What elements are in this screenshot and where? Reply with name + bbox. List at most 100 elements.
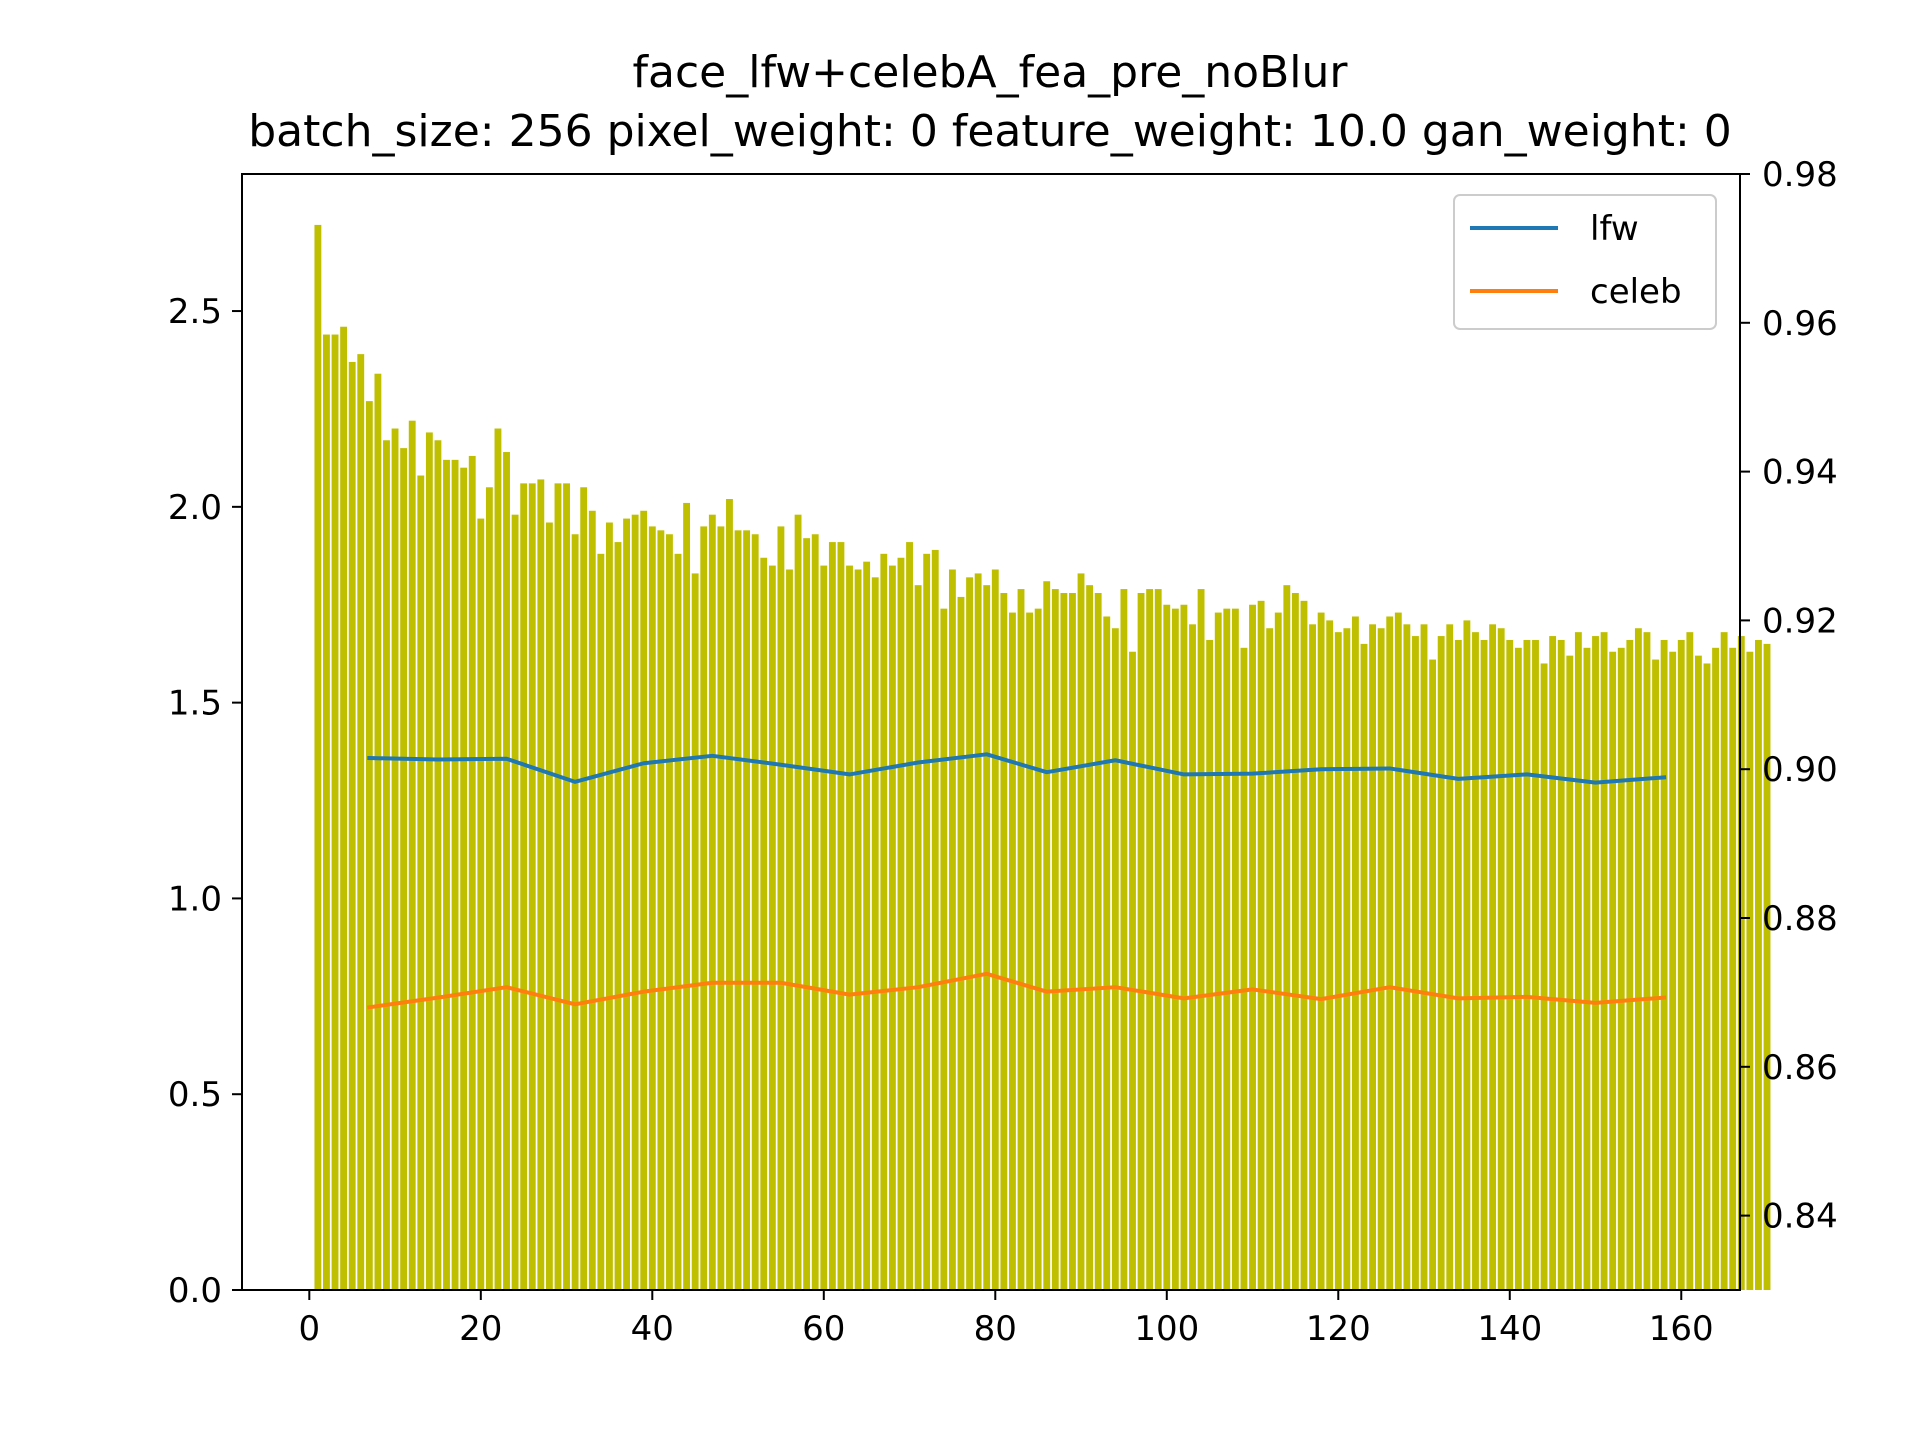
bar xyxy=(1712,647,1719,1290)
bar xyxy=(897,557,905,1290)
x-tick-label: 80 xyxy=(974,1309,1017,1349)
bar xyxy=(477,518,485,1290)
bar xyxy=(1000,592,1008,1290)
bar xyxy=(408,420,416,1290)
bar xyxy=(434,440,442,1290)
bar xyxy=(1163,604,1171,1290)
bar xyxy=(640,510,648,1290)
series-line-lfw xyxy=(367,752,1667,785)
bar xyxy=(1617,647,1625,1290)
bar xyxy=(443,459,450,1291)
bar xyxy=(1111,628,1119,1290)
bar xyxy=(1343,628,1351,1290)
legend-label-celeb: celeb xyxy=(1590,272,1682,312)
bar xyxy=(588,510,596,1290)
bars-layer xyxy=(314,224,1771,1291)
bar xyxy=(948,569,956,1290)
y2-tick-label: 0.92 xyxy=(1762,601,1838,641)
x-tick-label: 60 xyxy=(802,1309,845,1349)
bar xyxy=(837,542,845,1290)
bar xyxy=(425,432,433,1290)
bar xyxy=(1026,612,1034,1290)
bar xyxy=(863,561,871,1290)
bar xyxy=(1514,647,1522,1290)
bar xyxy=(1120,589,1128,1290)
bar xyxy=(1377,628,1385,1290)
y-tick-label: 2.0 xyxy=(168,488,222,528)
bar xyxy=(537,479,545,1290)
bar xyxy=(1454,639,1462,1290)
bar xyxy=(828,542,836,1290)
bar xyxy=(657,530,665,1290)
bar xyxy=(1214,612,1222,1290)
bar xyxy=(1549,636,1557,1290)
bar xyxy=(1326,620,1334,1290)
bar xyxy=(417,475,425,1290)
bar xyxy=(1069,592,1076,1290)
bar xyxy=(1206,639,1214,1290)
bar xyxy=(871,577,879,1290)
bar xyxy=(614,542,622,1290)
bar xyxy=(1626,639,1634,1290)
bar xyxy=(1737,636,1745,1290)
y2-tick-label: 0.84 xyxy=(1762,1197,1838,1237)
bar xyxy=(323,334,330,1290)
bar xyxy=(485,487,493,1290)
bar xyxy=(1532,639,1539,1290)
bar xyxy=(571,534,579,1290)
bar xyxy=(1634,628,1642,1290)
chart-subtitle: batch_size: 256 pixel_weight: 0 feature_… xyxy=(248,106,1732,157)
y2-tick-label: 0.88 xyxy=(1762,899,1838,939)
bar xyxy=(691,573,699,1290)
bar xyxy=(1412,636,1419,1290)
y-tick-label: 0.0 xyxy=(168,1271,222,1311)
bar xyxy=(717,526,725,1290)
bar xyxy=(1755,639,1762,1290)
bar xyxy=(400,448,408,1290)
y2-tick-label: 0.94 xyxy=(1762,453,1838,493)
y-tick-label: 0.5 xyxy=(168,1075,222,1115)
bar xyxy=(331,334,339,1290)
bar xyxy=(1420,624,1428,1290)
bar xyxy=(794,514,802,1290)
bar xyxy=(391,428,399,1290)
bar xyxy=(1309,624,1316,1290)
bar xyxy=(940,608,948,1290)
y-axis-left: 0.0 0.5 1.0 1.5 2.0 2.5 xyxy=(168,292,242,1311)
bar xyxy=(1103,616,1111,1290)
bar xyxy=(854,569,862,1290)
y2-tick-label: 0.86 xyxy=(1762,1048,1838,1088)
bar xyxy=(914,585,922,1290)
bar xyxy=(348,361,356,1291)
bar xyxy=(683,502,691,1290)
bar xyxy=(1446,624,1454,1290)
x-tick-label: 20 xyxy=(459,1309,502,1349)
bar xyxy=(1137,592,1145,1290)
bar xyxy=(1566,655,1574,1290)
bar xyxy=(888,565,896,1290)
x-tick-label: 100 xyxy=(1134,1309,1199,1349)
bar xyxy=(1472,632,1479,1290)
bar xyxy=(820,565,828,1290)
bar xyxy=(1034,608,1042,1290)
bar xyxy=(1043,581,1051,1290)
bar xyxy=(520,483,528,1291)
bar xyxy=(768,565,776,1290)
bar xyxy=(957,596,965,1290)
bar xyxy=(1334,632,1342,1290)
x-tick-label: 140 xyxy=(1477,1309,1542,1349)
bar xyxy=(1489,624,1497,1290)
bar xyxy=(1146,589,1154,1290)
bar xyxy=(623,518,631,1290)
bar xyxy=(1583,647,1591,1290)
legend: lfw celeb xyxy=(1453,194,1717,330)
bar xyxy=(1463,620,1471,1290)
bar xyxy=(340,326,348,1291)
bar xyxy=(1283,585,1291,1290)
legend-label-lfw: lfw xyxy=(1590,209,1639,249)
y2-tick-label: 0.90 xyxy=(1762,750,1838,790)
bar xyxy=(357,354,365,1290)
bar xyxy=(751,534,759,1290)
bar xyxy=(743,530,751,1290)
